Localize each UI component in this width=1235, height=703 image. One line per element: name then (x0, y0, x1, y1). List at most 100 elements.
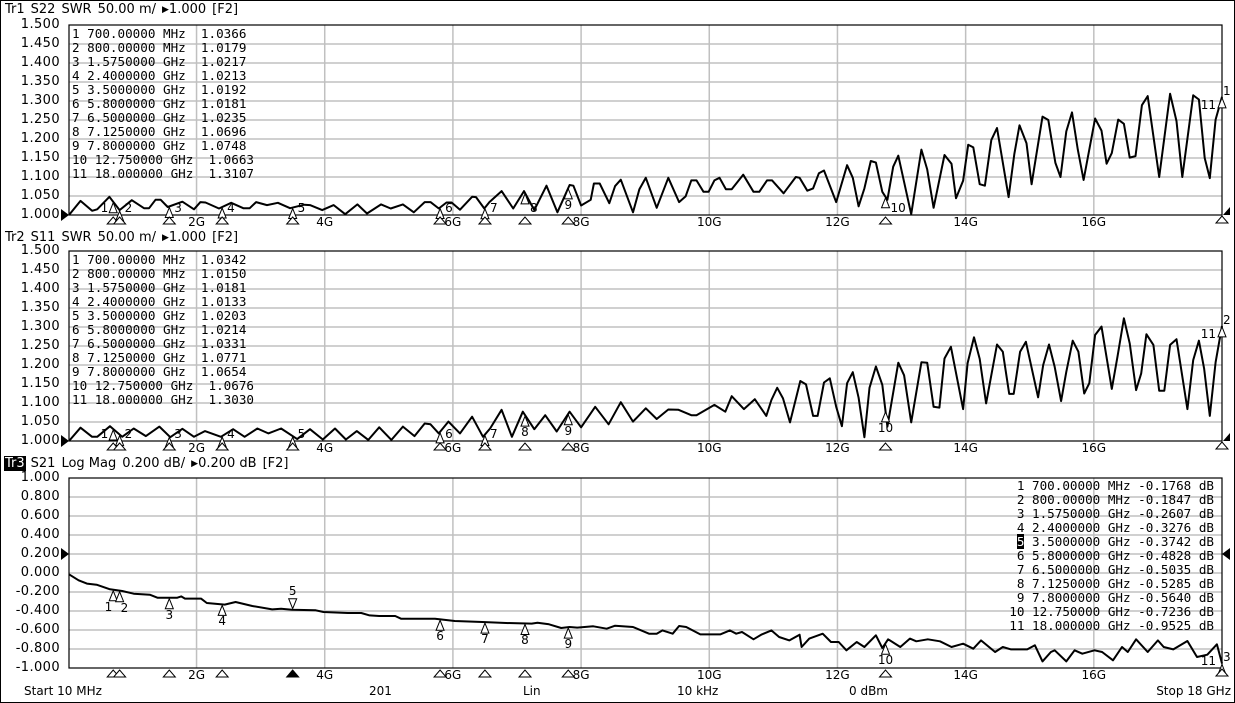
marker-number[interactable]: 8 (521, 633, 529, 648)
marker-number[interactable]: 2 (120, 600, 129, 615)
marker-value: 1.0676 (193, 378, 254, 393)
plot-border (68, 24, 1223, 216)
marker-readout-row[interactable]: 8 7.1250000 GHz 1.0771 (72, 351, 254, 365)
marker-number[interactable]: 9 (564, 423, 573, 438)
marker-readout-row[interactable]: 10 12.750000 GHz -0.7236 dB (1009, 605, 1214, 619)
marker-number[interactable]: 3 (174, 201, 182, 215)
marker-readout-row[interactable]: 7 6.5000000 GHz -0.5035 dB (1009, 563, 1214, 577)
marker-number[interactable]: 10 (877, 420, 894, 435)
marker-number[interactable]: 5 (288, 583, 297, 598)
marker-readout-row[interactable]: 4 2.4000000 GHz 1.0213 (72, 69, 254, 83)
sweep-points[interactable]: 201 (369, 684, 392, 698)
marker-icon (1217, 96, 1227, 109)
marker-readout-row[interactable]: 7 6.5000000 GHz 1.0235 (72, 111, 254, 125)
marker-readout-row[interactable]: 3 1.5750000 GHz 1.0217 (72, 55, 254, 69)
marker-number[interactable]: 8 (521, 425, 529, 440)
marker-readout-row[interactable]: 3 1.5750000 GHz 1.0181 (72, 281, 254, 295)
marker-number[interactable]: 4 (227, 427, 235, 441)
marker-readout-row[interactable]: 4 2.4000000 GHz -0.3276 dB (1009, 521, 1214, 535)
marker-value-unit: dB (1191, 520, 1214, 535)
marker-icon (108, 428, 118, 441)
marker-readout-row[interactable]: 10 12.750000 GHz 1.0663 (72, 153, 254, 167)
trace-header-tr3[interactable]: Tr3 S21 Log Mag 0.200 dB/ ▶0.200 dB [F2] (4, 456, 295, 471)
marker-number[interactable]: 4 (218, 614, 226, 629)
marker-axis-icon (477, 669, 493, 678)
marker-readout-row[interactable]: 7 6.5000000 GHz 1.0331 (72, 337, 254, 351)
marker-readout-row[interactable]: 3 1.5750000 GHz -0.2607 dB (1009, 507, 1214, 521)
marker-number[interactable]: 7 (489, 427, 498, 441)
marker-readout-row[interactable]: 5 3.5000000 GHz -0.3742 dB (1009, 534, 1214, 549)
marker-readout-row[interactable]: 5 3.5000000 GHz 1.0192 (72, 83, 254, 97)
source-power[interactable]: 0 dBm (849, 684, 888, 698)
marker-number[interactable]: 6 (445, 201, 453, 215)
marker-number[interactable]: 2 (124, 201, 133, 215)
marker-readout-row[interactable]: 6 5.8000000 GHz 1.0181 (72, 97, 254, 111)
marker-number[interactable]: 9 (564, 637, 573, 652)
marker-readout-row[interactable]: 9 7.8000000 GHz 1.0748 (72, 139, 254, 153)
marker-axis-icon (561, 216, 576, 225)
marker-readout-row[interactable]: 1 700.00000 MHz 1.0342 (72, 253, 254, 267)
ref-arrow-right-icon (61, 435, 69, 447)
marker-readout-row[interactable]: 6 5.8000000 GHz 1.0214 (72, 323, 254, 337)
marker-number[interactable]: 11 (1200, 326, 1216, 341)
marker-number: 7 (1016, 562, 1025, 577)
marker-number[interactable]: 11 (1200, 97, 1216, 112)
marker-number[interactable]: 5 (297, 201, 306, 215)
if-bandwidth[interactable]: 10 kHz (677, 684, 719, 698)
marker-readout-row[interactable]: 8 7.1250000 GHz 1.0696 (72, 125, 254, 139)
marker-frequency: 700.00000 (79, 26, 163, 41)
marker-readout-row[interactable]: 2 800.00000 MHz -0.1847 dB (1009, 493, 1214, 507)
marker-number: 3 (72, 280, 80, 295)
marker-number: 5 (1016, 534, 1025, 549)
ref-arrow-left-icon (1222, 548, 1230, 560)
marker-number[interactable]: 1 (100, 201, 109, 215)
marker-value-unit: dB (1191, 590, 1214, 605)
marker-number[interactable]: 3 (174, 427, 182, 441)
marker-number[interactable]: 5 (297, 427, 306, 441)
marker-number[interactable]: 3 (165, 607, 174, 622)
marker-readout-row[interactable]: 10 12.750000 GHz 1.0676 (72, 379, 254, 393)
marker-number[interactable]: 2 (124, 427, 133, 441)
marker-number[interactable]: 6 (436, 629, 444, 644)
marker-readout-row[interactable]: 1 700.00000 MHz 1.0366 (72, 27, 254, 41)
x-tick-label: 16G (1081, 215, 1107, 229)
marker-readout-row[interactable]: 11 18.000000 GHz 1.3030 (72, 393, 254, 407)
stop-frequency[interactable]: Stop 18 GHz (1156, 684, 1231, 698)
marker-number[interactable]: 10 (877, 653, 894, 668)
marker-value: 1.0213 (185, 68, 247, 83)
marker-readout-row[interactable]: 8 7.1250000 GHz -0.5285 dB (1009, 577, 1214, 591)
marker-readout-table: 1 700.00000 MHz 1.0342 2 800.00000 MHz 1.… (72, 253, 254, 407)
marker-number[interactable]: 9 (564, 197, 573, 212)
marker-readout-row[interactable]: 6 5.8000000 GHz -0.4828 dB (1009, 549, 1214, 563)
marker-number[interactable]: 11 (1200, 654, 1216, 668)
trace-header-tr2[interactable]: Tr2 S11 SWR 50.00 m/ ▶1.000 [F2] (4, 231, 244, 245)
marker-readout-row[interactable]: 9 7.8000000 GHz 1.0654 (72, 365, 254, 379)
marker-number[interactable]: 7 (481, 632, 489, 647)
marker-number[interactable]: 1 (100, 427, 109, 441)
marker-readout-row[interactable]: 1 700.00000 MHz -0.1768 dB (1009, 479, 1214, 493)
marker-number[interactable]: 8 (530, 201, 538, 215)
marker-readout-row[interactable]: 11 18.000000 GHz 1.3107 (72, 167, 254, 181)
marker-readout-row[interactable]: 2 800.00000 MHz 1.0179 (72, 41, 254, 55)
marker-readout-row[interactable]: 2 800.00000 MHz 1.0150 (72, 267, 254, 281)
marker-readout-row[interactable]: 5 3.5000000 GHz 1.0203 (72, 309, 254, 323)
marker-number[interactable]: 4 (227, 201, 235, 215)
marker-frequency: 2.4000000 (79, 68, 163, 83)
marker-frequency: 5.8000000 (79, 96, 163, 111)
marker-number[interactable]: 10 (890, 201, 906, 215)
start-frequency[interactable]: Start 10 MHz (24, 684, 102, 698)
marker-axis-icon (112, 442, 127, 451)
trace-header-tr1[interactable]: Tr1 S22 SWR 50.00 m/ ▶1.000 [F2] (4, 3, 244, 17)
plot-border (68, 250, 1223, 442)
marker-number[interactable]: 6 (445, 427, 453, 441)
marker-readout-row[interactable]: 9 7.8000000 GHz -0.5640 dB (1009, 591, 1214, 605)
marker-number[interactable]: 7 (489, 201, 498, 215)
sweep-type[interactable]: Lin (523, 684, 541, 698)
marker-readout-row[interactable]: 11 18.000000 GHz -0.9525 dB (1009, 619, 1214, 633)
marker-frequency: 5.8000000 (79, 322, 163, 337)
marker-number[interactable]: 1 (104, 599, 113, 614)
y-tick-label: 1.100 (20, 169, 60, 184)
marker-value: -0.5285 (1130, 576, 1192, 591)
marker-frequency-unit: GHz (163, 68, 186, 83)
marker-readout-row[interactable]: 4 2.4000000 GHz 1.0133 (72, 295, 254, 309)
